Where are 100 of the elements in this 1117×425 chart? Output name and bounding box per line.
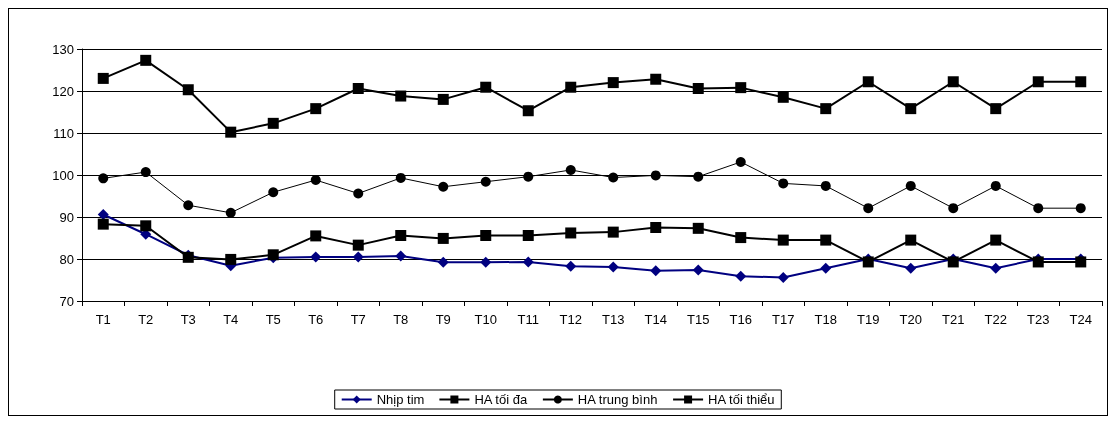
point (522, 256, 534, 268)
point (693, 171, 704, 182)
point (777, 91, 789, 103)
point (862, 76, 874, 88)
x-tick-label: T13 (602, 312, 625, 327)
point (395, 229, 407, 241)
point (735, 82, 747, 94)
x-tick-label: T12 (559, 312, 582, 327)
y-tick-label: 110 (53, 125, 74, 141)
x-tick-label: T7 (350, 312, 366, 327)
x-tick-label: T24 (1069, 312, 1092, 327)
point (267, 117, 279, 129)
point (522, 229, 534, 241)
point (183, 200, 194, 211)
x-tick-label: T4 (223, 312, 239, 327)
point (692, 264, 704, 276)
point (905, 103, 917, 115)
point (820, 262, 832, 274)
point (990, 103, 1002, 115)
point (777, 271, 789, 283)
point (522, 105, 534, 117)
point (735, 156, 746, 167)
point (352, 251, 364, 263)
point (565, 227, 577, 239)
point (863, 203, 874, 214)
point (948, 203, 959, 214)
x-tick-label: T10 (474, 312, 497, 327)
point (735, 270, 747, 282)
point (650, 170, 661, 181)
point (905, 262, 917, 274)
point (310, 251, 322, 263)
x-tick-label: T18 (814, 312, 837, 327)
point (607, 77, 619, 89)
point (310, 103, 322, 115)
legend-label: Nhịp tim (376, 392, 425, 407)
x-tick-label: T2 (138, 312, 154, 327)
point (438, 181, 449, 192)
point (480, 229, 492, 241)
point (1075, 76, 1087, 88)
point (607, 261, 619, 273)
point (480, 256, 492, 268)
x-tick-label: T17 (772, 312, 795, 327)
point (97, 218, 109, 230)
x-tick-label: T23 (1027, 312, 1050, 327)
point (778, 178, 789, 189)
y-tick-label: 100 (52, 167, 74, 183)
y-tick-label: 80 (59, 251, 74, 267)
x-tick-label: T21 (942, 312, 965, 327)
x-tick-label: T20 (899, 312, 922, 327)
point (97, 72, 109, 84)
point (820, 234, 832, 246)
point (140, 167, 151, 178)
point (480, 176, 491, 187)
point (947, 76, 959, 88)
point (353, 188, 364, 199)
point (225, 207, 236, 218)
point (140, 54, 152, 66)
point (352, 239, 364, 251)
point (310, 175, 321, 186)
point (565, 81, 577, 93)
point (565, 164, 576, 175)
y-tick-label: 70 (59, 293, 74, 309)
point (735, 232, 747, 244)
x-tick-label: T5 (265, 312, 281, 327)
point (608, 172, 619, 183)
y-tick-label: 90 (59, 209, 74, 225)
point (437, 93, 449, 105)
point (182, 84, 194, 96)
point (437, 232, 449, 244)
point (523, 171, 534, 182)
point (140, 220, 152, 232)
point (437, 256, 449, 268)
point (650, 265, 662, 277)
x-tick-label: T19 (857, 312, 880, 327)
point (650, 73, 662, 85)
point (1032, 76, 1044, 88)
x-tick-label: T15 (687, 312, 710, 327)
x-tick-label: T8 (393, 312, 409, 327)
point (820, 180, 831, 191)
point (225, 126, 237, 138)
y-tick-label: 130 (52, 41, 74, 57)
point (480, 81, 492, 93)
x-tick-label: T14 (644, 312, 667, 327)
legend-label: HA trung bình (577, 392, 658, 407)
x-tick-label: T16 (729, 312, 752, 327)
x-tick-label: T3 (180, 312, 196, 327)
point (692, 222, 704, 234)
point (990, 234, 1002, 246)
x-tick-label: T11 (517, 312, 539, 327)
point (905, 234, 917, 246)
x-tick-label: T1 (95, 312, 111, 327)
point (1033, 203, 1044, 214)
y-tick-label: 120 (52, 83, 74, 99)
point (395, 250, 407, 262)
x-tick-label: T22 (984, 312, 1007, 327)
x-tick-label: T6 (308, 312, 324, 327)
point (777, 234, 789, 246)
point (310, 230, 322, 242)
point (395, 172, 406, 183)
point (225, 253, 237, 265)
